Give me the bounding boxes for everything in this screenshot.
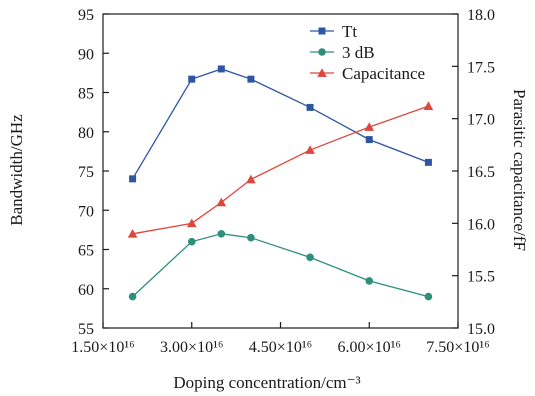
- data-point-3-db: [247, 233, 255, 242]
- data-point-capacitance: [216, 197, 227, 207]
- left-y-tick-label: 65: [78, 243, 94, 260]
- x-axis-title: Doping concentration/cm⁻³: [173, 373, 360, 392]
- left-y-tick-label: 80: [78, 125, 94, 142]
- legend: Tt 3 dB Capacitance: [310, 22, 425, 83]
- data-point-3-db: [306, 253, 314, 262]
- data-point-capacitance: [364, 122, 375, 131]
- series-line-3-db: [132, 233, 429, 298]
- right-y-tick-label: 15.5: [467, 269, 495, 286]
- legend-marker-capacitance: [317, 68, 327, 77]
- left-y-tick-label: 70: [78, 203, 94, 220]
- left-y-tick-label: 95: [78, 7, 94, 24]
- data-point-3-db: [128, 292, 137, 301]
- data-point-capacitance: [127, 229, 138, 238]
- left-y-axis-ticks: 55 60 65 70 75 80 85 90 95: [78, 7, 109, 338]
- right-y-tick-label: 18.0: [467, 7, 495, 24]
- right-y-tick-label: 16.0: [467, 216, 495, 233]
- data-point-tt: [247, 75, 255, 83]
- left-y-tick-label: 55: [78, 321, 94, 338]
- x-tick-label: 3.00×10¹⁶: [160, 339, 223, 356]
- legend-marker-3-db: [318, 48, 326, 56]
- data-point-capacitance: [423, 101, 434, 110]
- left-y-axis-title: Bandwidth/GHz: [7, 114, 26, 226]
- series-capacitance: [127, 101, 434, 238]
- left-y-tick-label: 75: [78, 164, 94, 181]
- left-y-tick-label: 60: [78, 282, 94, 299]
- series-line-tt: [132, 68, 429, 180]
- data-point-tt: [365, 136, 373, 144]
- data-point-3-db: [424, 292, 433, 301]
- series-tt: [129, 65, 432, 183]
- x-tick-label: 1.50×10¹⁶: [71, 339, 134, 356]
- data-point-capacitance: [186, 218, 197, 228]
- series-line-capacitance: [132, 105, 429, 235]
- right-y-tick-label: 17.5: [467, 59, 495, 76]
- data-point-3-db: [365, 277, 374, 285]
- plot-frame: [102, 13, 459, 329]
- right-y-axis-ticks: 15.0 15.5 16.0 16.5 17.0 17.5 18.0: [452, 7, 495, 338]
- data-point-tt: [129, 175, 137, 183]
- data-point-tt: [217, 65, 225, 73]
- right-y-tick-label: 16.5: [467, 164, 495, 181]
- x-tick-label: 7.50×10¹⁶: [426, 339, 489, 356]
- data-point-3-db: [217, 230, 226, 238]
- legend-marker-tt: [318, 27, 326, 35]
- series-layer: [127, 65, 434, 301]
- right-y-tick-label: 15.0: [467, 321, 495, 338]
- series-3-db: [128, 230, 433, 301]
- plot-border: [102, 13, 459, 329]
- x-tick-label: 6.00×10¹⁶: [338, 339, 401, 356]
- x-axis-ticks: 1.50×10¹⁶ 3.00×10¹⁶ 4.50×10¹⁶ 6.00×10¹⁶ 7.50…: [71, 322, 490, 356]
- legend-label-capacitance: Capacitance: [342, 64, 425, 83]
- right-y-axis-title: Parasitic capacitance/fF: [510, 89, 529, 251]
- data-point-tt: [424, 158, 432, 166]
- right-y-tick-label: 17.0: [467, 112, 495, 129]
- data-point-capacitance: [246, 174, 256, 184]
- left-y-tick-label: 90: [78, 46, 94, 63]
- data-point-3-db: [187, 237, 196, 246]
- x-tick-label: 4.50×10¹⁶: [249, 339, 312, 356]
- left-y-tick-label: 85: [78, 86, 94, 103]
- legend-label-3-db: 3 dB: [342, 43, 375, 62]
- data-point-tt: [188, 75, 196, 83]
- data-point-capacitance: [305, 145, 315, 154]
- legend-label-tt: Tt: [342, 22, 357, 41]
- data-point-tt: [306, 103, 314, 111]
